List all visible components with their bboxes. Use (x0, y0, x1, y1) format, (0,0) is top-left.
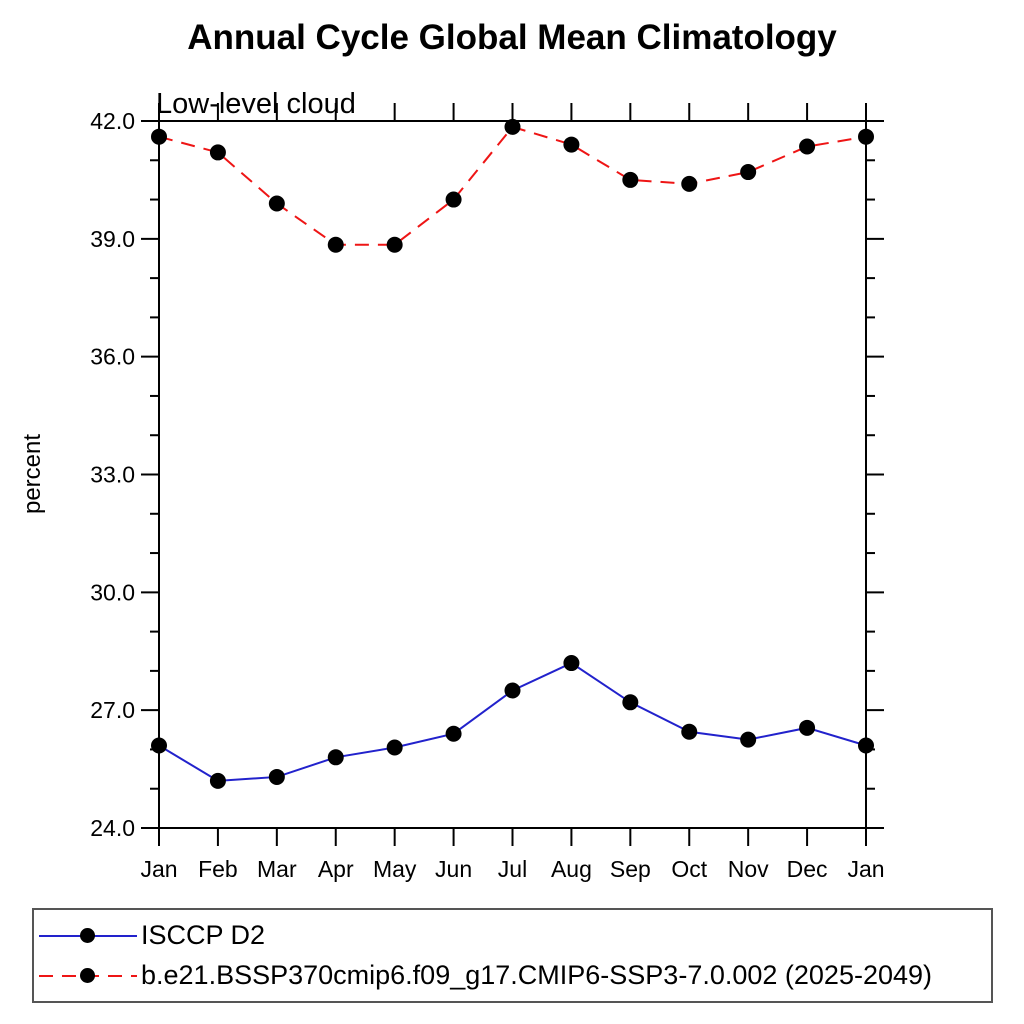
data-point-marker (209, 772, 226, 789)
data-point-marker (445, 191, 462, 208)
y-axis-label: percent (19, 434, 46, 514)
data-point-marker (858, 737, 874, 754)
y-tick-label: 27.0 (90, 697, 135, 723)
data-point-marker (681, 175, 698, 192)
x-tick-label: Jul (498, 856, 527, 882)
legend-swatch-dashed (39, 968, 137, 984)
series-line-1 (158, 125, 867, 246)
data-point-marker (504, 118, 521, 135)
y-tick-label: 42.0 (90, 108, 135, 134)
legend-label: ISCCP D2 (141, 920, 266, 950)
data-point-marker (386, 236, 403, 253)
data-point-marker (622, 694, 639, 711)
x-tick-label: Jun (435, 856, 472, 882)
x-tick-label: Jan (140, 856, 177, 882)
y-tick-label: 36.0 (90, 344, 135, 370)
data-point-marker (799, 719, 816, 736)
y-tick-label: 30.0 (90, 579, 135, 605)
data-point-marker (209, 144, 226, 161)
legend-box: ISCCP D2 b.e21.BSSP370cmip6.f09_g17.CMIP… (32, 908, 993, 1003)
y-tick-label: 33.0 (90, 462, 135, 488)
legend-marker-dot-icon (80, 968, 95, 983)
data-point-marker (151, 737, 167, 754)
data-point-marker (386, 739, 403, 756)
data-point-marker (504, 682, 521, 699)
data-point-marker (268, 195, 285, 212)
data-point-marker (740, 164, 757, 181)
data-point-marker (740, 731, 757, 748)
x-tick-label: Oct (671, 856, 707, 882)
data-point-marker (327, 749, 344, 766)
legend-label: b.e21.BSSP370cmip6.f09_g17.CMIP6-SSP3-7.… (141, 960, 933, 990)
x-tick-label: Aug (551, 856, 592, 882)
data-point-marker (681, 723, 698, 740)
data-point-marker (151, 128, 167, 145)
series-line-0 (158, 661, 867, 782)
data-point-marker (563, 655, 580, 672)
data-point-marker (327, 236, 344, 253)
y-tick-label: 24.0 (90, 815, 135, 841)
data-point-marker (858, 128, 874, 145)
x-tick-label: Jan (847, 856, 884, 882)
y-tick-label: 39.0 (90, 226, 135, 252)
legend-marker-dot-icon (80, 928, 95, 943)
x-tick-label: Apr (318, 856, 354, 882)
x-tick-label: Dec (787, 856, 828, 882)
x-tick-label: Sep (610, 856, 651, 882)
data-point-marker (563, 136, 580, 153)
data-point-marker (622, 171, 639, 188)
x-tick-label: Feb (198, 856, 238, 882)
x-tick-label: Nov (728, 856, 769, 882)
data-point-marker (445, 725, 462, 742)
data-point-marker (799, 138, 816, 155)
chart-title: Annual Cycle Global Mean Climatology (187, 18, 837, 57)
x-tick-label: May (373, 856, 417, 882)
data-point-marker (268, 768, 285, 785)
legend-item-model: b.e21.BSSP370cmip6.f09_g17.CMIP6-SSP3-7.… (34, 956, 991, 996)
x-tick-label: Mar (257, 856, 297, 882)
legend-item-observation: ISCCP D2 (34, 916, 991, 956)
axes-and-series: Jan Feb Mar Apr May Jun Jul Aug Sep Oct Nov Dec Jan2… (90, 103, 885, 882)
legend-swatch-solid (39, 928, 137, 944)
chart-subtitle: Low-level cloud (156, 88, 356, 120)
plot-frame (158, 120, 867, 829)
